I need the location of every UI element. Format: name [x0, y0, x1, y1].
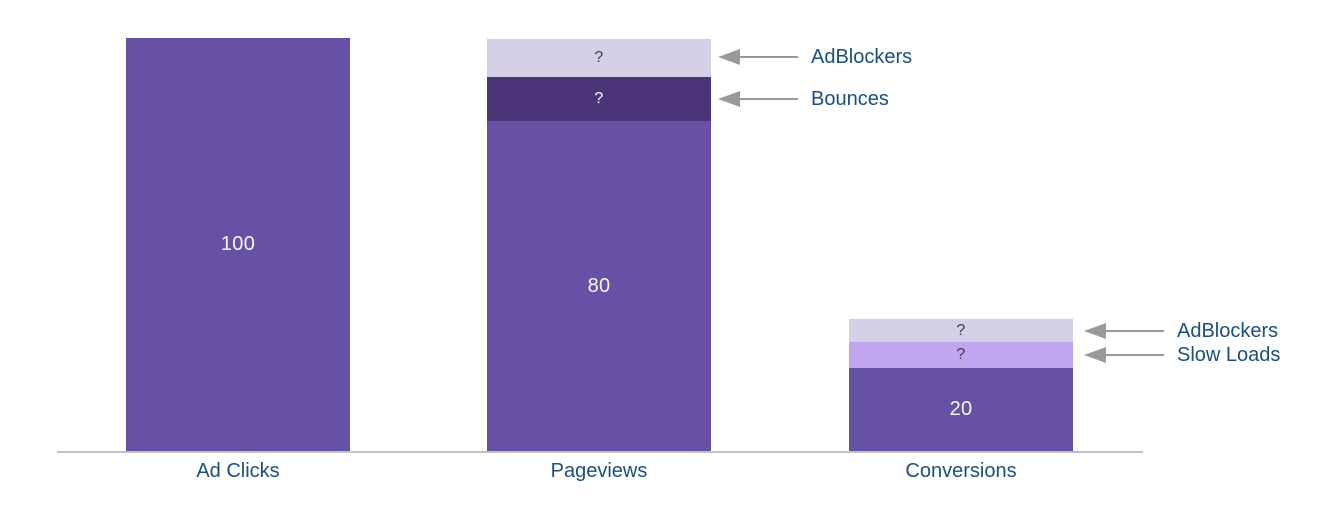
segment-conversions-slow-loads[interactable]: ?	[849, 342, 1073, 368]
left-arrow-icon	[1084, 347, 1164, 363]
left-arrow-icon	[718, 91, 798, 107]
category-label-ad-clicks: Ad Clicks	[196, 460, 280, 482]
segment-pageviews-adblockers[interactable]: ?	[487, 39, 711, 77]
annotation-conversions-slow-loads: Slow Loads	[1084, 342, 1280, 368]
bar-pageviews: ? ? 80	[487, 39, 711, 451]
annotation-pageviews-adblockers: AdBlockers	[718, 44, 912, 70]
segment-pageviews-total[interactable]: 80	[487, 121, 711, 451]
segment-conversions-total[interactable]: 20	[849, 368, 1073, 451]
segment-value-label: 80	[587, 274, 611, 297]
segment-value-label: ?	[594, 90, 604, 107]
x-axis-line	[57, 451, 1143, 453]
left-arrow-icon	[718, 49, 798, 65]
annotation-pageviews-bounces: Bounces	[718, 86, 889, 112]
segment-conversions-adblockers[interactable]: ?	[849, 319, 1073, 342]
annotation-label: Bounces	[811, 87, 889, 110]
segment-value-label: ?	[956, 321, 966, 339]
segment-ad-clicks-total[interactable]: 100	[126, 38, 350, 451]
left-arrow-icon	[1084, 323, 1164, 339]
segment-value-label: 20	[949, 398, 973, 420]
annotation-label: AdBlockers	[811, 45, 913, 68]
segment-value-label: ?	[594, 49, 604, 66]
bar-ad-clicks: 100	[126, 38, 350, 451]
category-label-pageviews: Pageviews	[550, 460, 648, 482]
annotation-label: AdBlockers	[1177, 319, 1279, 342]
category-label-conversions: Conversions	[905, 460, 1017, 482]
segment-value-label: 100	[220, 233, 256, 255]
bar-conversions: ? ? 20	[849, 319, 1073, 451]
segment-pageviews-bounces[interactable]: ?	[487, 77, 711, 121]
segment-value-label: ?	[956, 346, 966, 363]
annotation-label: Slow Loads	[1177, 343, 1281, 366]
annotation-conversions-adblockers: AdBlockers	[1084, 318, 1278, 344]
